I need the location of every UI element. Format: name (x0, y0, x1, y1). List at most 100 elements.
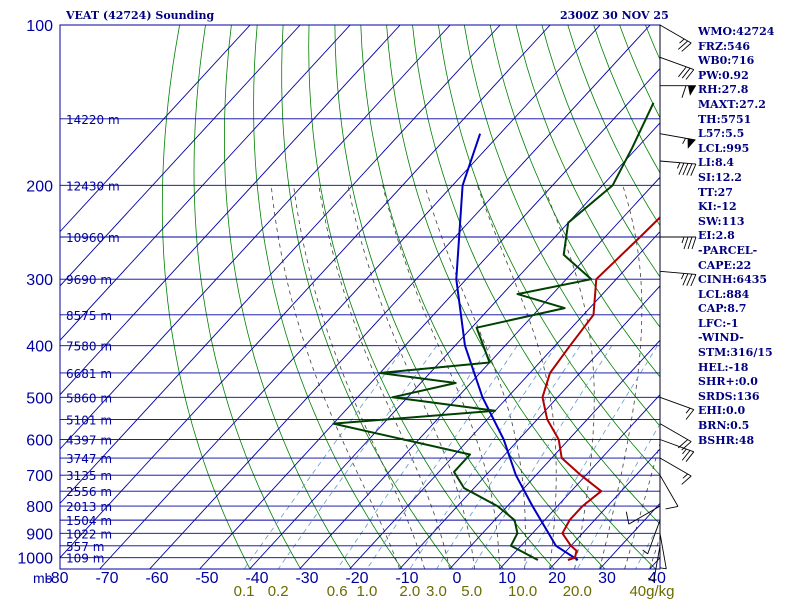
mixing-ratio-line (277, 345, 438, 569)
pressure-tick-label: 900 (26, 526, 53, 543)
isotherm (549, 448, 660, 569)
moist-adiabat (270, 185, 400, 569)
wind-barb (659, 439, 695, 462)
temperature-tick-label: -10 (395, 570, 418, 587)
wind-barb-flag (682, 273, 689, 286)
height-label: 3135 m (66, 469, 112, 483)
wind-barb-flag (686, 273, 693, 286)
wind-barb-shaft (653, 545, 661, 582)
index-item: RH:27.8 (698, 83, 749, 97)
wind-barb-flag (678, 66, 687, 78)
mixing-ratio-label: 0.1 (234, 583, 255, 600)
index-item: EI:2.8 (698, 229, 735, 243)
wind-barb-half-flag (685, 407, 691, 414)
height-label: 2556 m (66, 485, 112, 499)
mixing-ratio-label: 1.0 (356, 583, 377, 600)
index-item: SW:113 (698, 214, 745, 228)
wind-barb-flag (678, 162, 685, 175)
dry-adiabat (253, 25, 403, 569)
isotherm (99, 25, 601, 569)
index-item: EHI:0.0 (698, 404, 746, 418)
index-item: CINH:6435 (698, 273, 768, 287)
wind-barb (659, 160, 697, 176)
mixing-ratio-line (409, 345, 557, 569)
wind-barb-shaft (659, 270, 696, 275)
moist-adiabat (382, 185, 501, 569)
pressure-tick-label: 1000 (17, 551, 53, 568)
wind-barb-half-flag (642, 549, 648, 555)
height-label: 1022 m (66, 527, 112, 541)
dry-adiabat (223, 25, 352, 569)
wind-barb-flag (677, 40, 688, 50)
wind-barb-flag (686, 163, 693, 176)
isotherm (60, 25, 351, 341)
wind-barb-flag (683, 236, 689, 250)
wind-barb-shaft (628, 505, 661, 525)
wind-barb (659, 24, 692, 52)
isotherm (299, 176, 660, 569)
wind-barb-half-flag (681, 236, 685, 244)
index-item: -PARCEL- (698, 243, 758, 257)
mixing-ratio-line (635, 521, 660, 569)
wind-barb (659, 457, 692, 485)
index-item: SRDS:136 (698, 389, 760, 403)
isotherm (149, 25, 651, 569)
index-item: WMO:42724 (698, 25, 775, 38)
dry-adiabat (515, 25, 660, 328)
wind-barb-flag (685, 69, 695, 80)
dewpoint-profile (332, 102, 655, 561)
temperature-tick-label: -30 (295, 570, 318, 587)
index-item: SHR+:0.0 (698, 375, 758, 389)
wind-barb-half-flag (647, 577, 654, 582)
index-item: KI:-12 (698, 200, 737, 214)
temperature-tick-label: -40 (245, 570, 268, 587)
wind-barb-half-flag (676, 162, 681, 169)
dry-adiabat (193, 25, 302, 569)
mixing-ratio-line (336, 345, 491, 569)
height-label: 6681 m (66, 367, 112, 381)
pressure-unit-label: mb (33, 570, 53, 586)
index-item: LCL:995 (698, 141, 750, 155)
isotherm (60, 25, 401, 396)
isotherm (349, 230, 660, 569)
wind-barb (660, 236, 697, 250)
mixing-ratio-label: 5.0 (461, 583, 482, 600)
moist-adiabat (477, 185, 557, 569)
wind-barb (647, 545, 661, 582)
height-label: 12430 m (66, 179, 120, 193)
mixing-ratio-line (436, 345, 581, 569)
pressure-tick-label: 300 (26, 272, 53, 289)
mixing-ratio-line (366, 345, 518, 569)
temperature-tick-label: -50 (195, 570, 218, 587)
wind-barb (625, 505, 661, 525)
temperature-profile (541, 216, 660, 561)
index-item: STM:316/15 (698, 346, 773, 360)
pressure-tick-label: 700 (26, 468, 53, 485)
wind-barb-half-flag (682, 448, 687, 455)
isotherm (199, 67, 660, 569)
height-label: 5101 m (66, 413, 112, 427)
wind-barb-half-flag (659, 567, 667, 570)
dry-adiabat (541, 25, 660, 278)
wind-barb-shaft (659, 160, 696, 165)
chart-title: VEAT (42724) Sounding (66, 9, 215, 22)
wind-barb-shaft (659, 439, 694, 453)
wind-barb-shaft (659, 423, 692, 442)
wind-barb-flag (690, 274, 697, 287)
wind-barb (642, 519, 661, 555)
isotherm (249, 122, 660, 569)
wind-barb-shaft (659, 533, 667, 569)
pressure-tick-label: 800 (26, 499, 53, 516)
temperature-tick-label: -70 (95, 570, 118, 587)
moist-adiabat (318, 185, 450, 569)
mixing-ratio-line (243, 345, 406, 569)
wind-barb-flag (665, 505, 679, 510)
temperature-tick-label: -60 (145, 570, 168, 587)
index-item: FRZ:546 (698, 39, 751, 53)
height-label: 5860 m (66, 391, 112, 405)
moist-adiabat (293, 185, 425, 569)
wind-barb-flag (690, 163, 697, 176)
height-label: 9690 m (66, 273, 112, 287)
wind-barb-flag (685, 451, 695, 462)
